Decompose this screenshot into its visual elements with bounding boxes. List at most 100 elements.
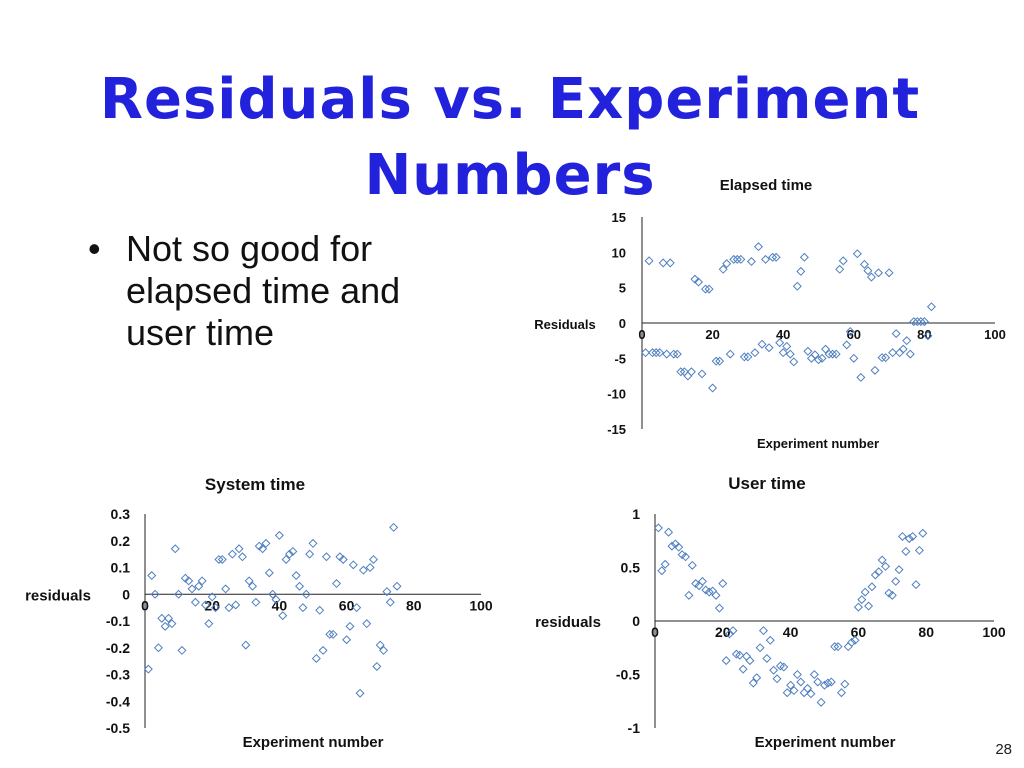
data-point-marker: [919, 317, 929, 327]
data-point-marker: [778, 348, 788, 358]
data-point-marker: [660, 559, 670, 569]
y-tick-label: -0.3: [106, 667, 130, 683]
data-point-marker: [799, 252, 809, 262]
data-point-marker: [711, 590, 721, 600]
data-point-marker: [796, 266, 806, 276]
data-point-marker: [914, 545, 924, 555]
data-point-marker: [860, 587, 870, 597]
data-point-marker: [177, 645, 187, 655]
data-point-marker: [916, 317, 926, 327]
chart-title: System time: [205, 475, 305, 494]
x-tick-label: 20: [705, 327, 719, 342]
data-point-marker: [761, 254, 771, 264]
data-point-marker: [258, 544, 268, 554]
data-point-marker: [877, 353, 887, 363]
y-axis-label: residuals: [25, 587, 91, 604]
data-point-marker: [278, 611, 288, 621]
data-point-marker: [782, 341, 792, 351]
data-point-marker: [355, 688, 365, 698]
data-point-marker: [755, 643, 765, 653]
data-point-marker: [368, 554, 378, 564]
data-point-marker: [214, 554, 224, 564]
data-point-marker: [274, 530, 284, 540]
data-point-marker: [362, 619, 372, 629]
data-point-marker: [268, 589, 278, 599]
data-point-marker: [909, 317, 919, 327]
data-point-marker: [348, 560, 358, 570]
data-point-marker: [866, 272, 876, 282]
data-point-marker: [295, 581, 305, 591]
data-point-marker: [856, 372, 866, 382]
data-point-marker: [828, 349, 838, 359]
data-point-marker: [722, 259, 732, 269]
data-point-marker: [833, 642, 843, 652]
y-tick-label: 0.2: [111, 533, 131, 549]
elapsed-time-chart: Elapsed time 15 10 5 0 -5 -10 -15 0 20 40 60 80 100 Re…: [534, 177, 1006, 451]
data-point-marker: [221, 584, 231, 594]
data-point-marker: [725, 349, 735, 359]
data-point-marker: [644, 256, 654, 266]
y-tick-label: 10: [612, 245, 626, 260]
data-point-marker: [887, 590, 897, 600]
x-tick-label: 20: [204, 597, 220, 613]
data-point-marker: [757, 339, 767, 349]
data-point-marker: [870, 570, 880, 580]
data-point-marker: [328, 629, 338, 639]
data-point-marker: [204, 619, 214, 629]
data-point-marker: [244, 576, 254, 586]
y-tick-label: -0.1: [106, 613, 130, 629]
data-point-marker: [311, 653, 321, 663]
data-point-marker: [830, 642, 840, 652]
slide-title: Residuals vs. Experiment Numbers: [99, 67, 921, 208]
x-tick-label: 60: [339, 597, 355, 613]
data-point-marker: [365, 562, 375, 573]
data-point-marker: [792, 669, 802, 680]
y-tick-label: 0.3: [111, 506, 131, 522]
data-point-marker: [686, 367, 696, 377]
x-tick-label: 20: [715, 624, 731, 640]
data-point-marker: [813, 677, 823, 687]
data-point-marker: [658, 258, 668, 268]
data-point-marker: [231, 600, 241, 610]
x-tick-label: 40: [783, 624, 799, 640]
data-point-marker: [752, 673, 762, 683]
y-tick-label: 1: [632, 506, 640, 522]
x-tick-label: 80: [406, 597, 422, 613]
data-point-marker: [786, 680, 796, 690]
data-point-marker: [207, 592, 217, 602]
y-tick-label: 5: [619, 281, 626, 296]
data-point-marker: [332, 579, 342, 589]
data-point-marker: [799, 688, 809, 698]
chart-title: Elapsed time: [720, 177, 813, 194]
data-point-marker: [901, 546, 911, 556]
data-point-marker: [672, 349, 682, 359]
data-point-marker: [864, 601, 874, 611]
data-point-marker: [664, 527, 674, 537]
data-point-marker: [662, 349, 672, 359]
data-point-marker: [904, 534, 914, 544]
data-point-marker: [843, 642, 853, 652]
data-point-marker: [898, 344, 908, 354]
x-tick-label: 80: [918, 624, 934, 640]
y-tick-label: -10: [607, 387, 626, 402]
data-point-marker: [840, 679, 850, 689]
data-point-marker: [318, 645, 328, 655]
data-point-marker: [284, 549, 294, 559]
bullet-text: Not so good for elapsed time and user ti…: [126, 228, 401, 353]
data-point-marker: [803, 683, 813, 693]
data-point-marker: [170, 544, 180, 554]
data-point-marker: [288, 546, 298, 556]
data-point-marker: [764, 343, 774, 353]
data-point-marker: [758, 626, 768, 636]
data-point-marker: [653, 523, 663, 533]
data-point-marker: [164, 613, 174, 623]
data-point-marker: [743, 352, 753, 362]
data-point-marker: [687, 560, 697, 570]
data-point-marker: [857, 595, 867, 605]
data-point-marker: [809, 669, 819, 680]
x-tick-label: 0: [141, 597, 149, 613]
data-point-marker: [684, 590, 694, 600]
data-point-marker: [789, 686, 799, 696]
data-point-marker: [847, 637, 857, 647]
data-point-marker: [742, 651, 752, 661]
